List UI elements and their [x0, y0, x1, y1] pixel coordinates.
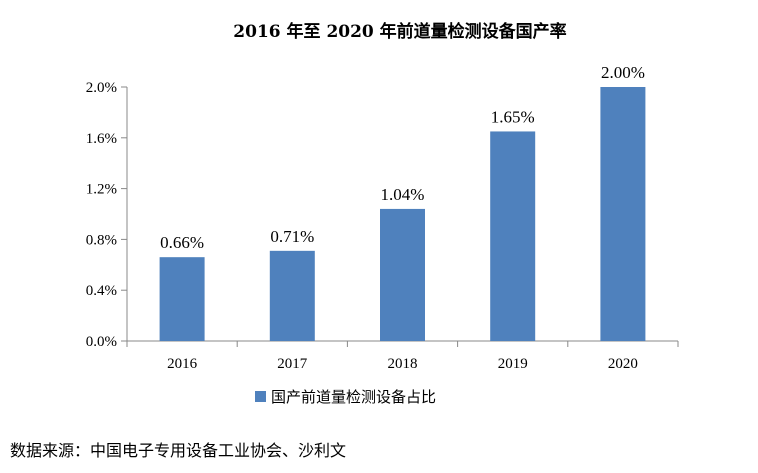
bars: 0.66% 0.71% 1.04% 1.65% 2.00% [159, 63, 646, 341]
x-tick-label: 2017 [277, 356, 308, 372]
y-tick-label: 1.6% [86, 131, 117, 147]
y-tick-label: 0.4% [86, 283, 117, 299]
y-axis: 0.0% 0.4% 0.8% 1.2% 1.6% 2.0% [86, 80, 128, 350]
bar [380, 208, 425, 341]
x-tick-label: 2020 [608, 356, 638, 372]
y-tick-label: 2.0% [86, 80, 117, 96]
bar [490, 131, 536, 341]
x-tick-label: 2016 [167, 356, 198, 372]
data-label: 2.00% [601, 63, 645, 82]
bar [269, 250, 315, 341]
legend-label: 国产前道量检测设备占比 [271, 388, 436, 406]
chart-title: 2016 年至 2020 年前道量检测设备国产率 [233, 21, 566, 42]
bar [600, 87, 646, 341]
data-label: 0.71% [270, 227, 314, 246]
source-note: 数据来源：中国电子专用设备工业协会、沙利文 [10, 441, 347, 460]
data-label: 1.04% [381, 185, 425, 204]
legend: 国产前道量检测设备占比 [255, 388, 436, 406]
x-tick-label: 2018 [388, 356, 418, 372]
bar [159, 257, 205, 341]
data-label: 1.65% [491, 107, 535, 126]
data-label: 0.66% [160, 233, 204, 252]
y-tick-label: 1.2% [86, 182, 117, 198]
y-tick-label: 0.0% [86, 334, 117, 350]
x-tick-label: 2019 [498, 356, 528, 372]
y-tick-label: 0.8% [86, 232, 117, 248]
legend-swatch [255, 391, 266, 402]
x-axis: 2016 2017 2018 2019 2020 [126, 340, 679, 372]
